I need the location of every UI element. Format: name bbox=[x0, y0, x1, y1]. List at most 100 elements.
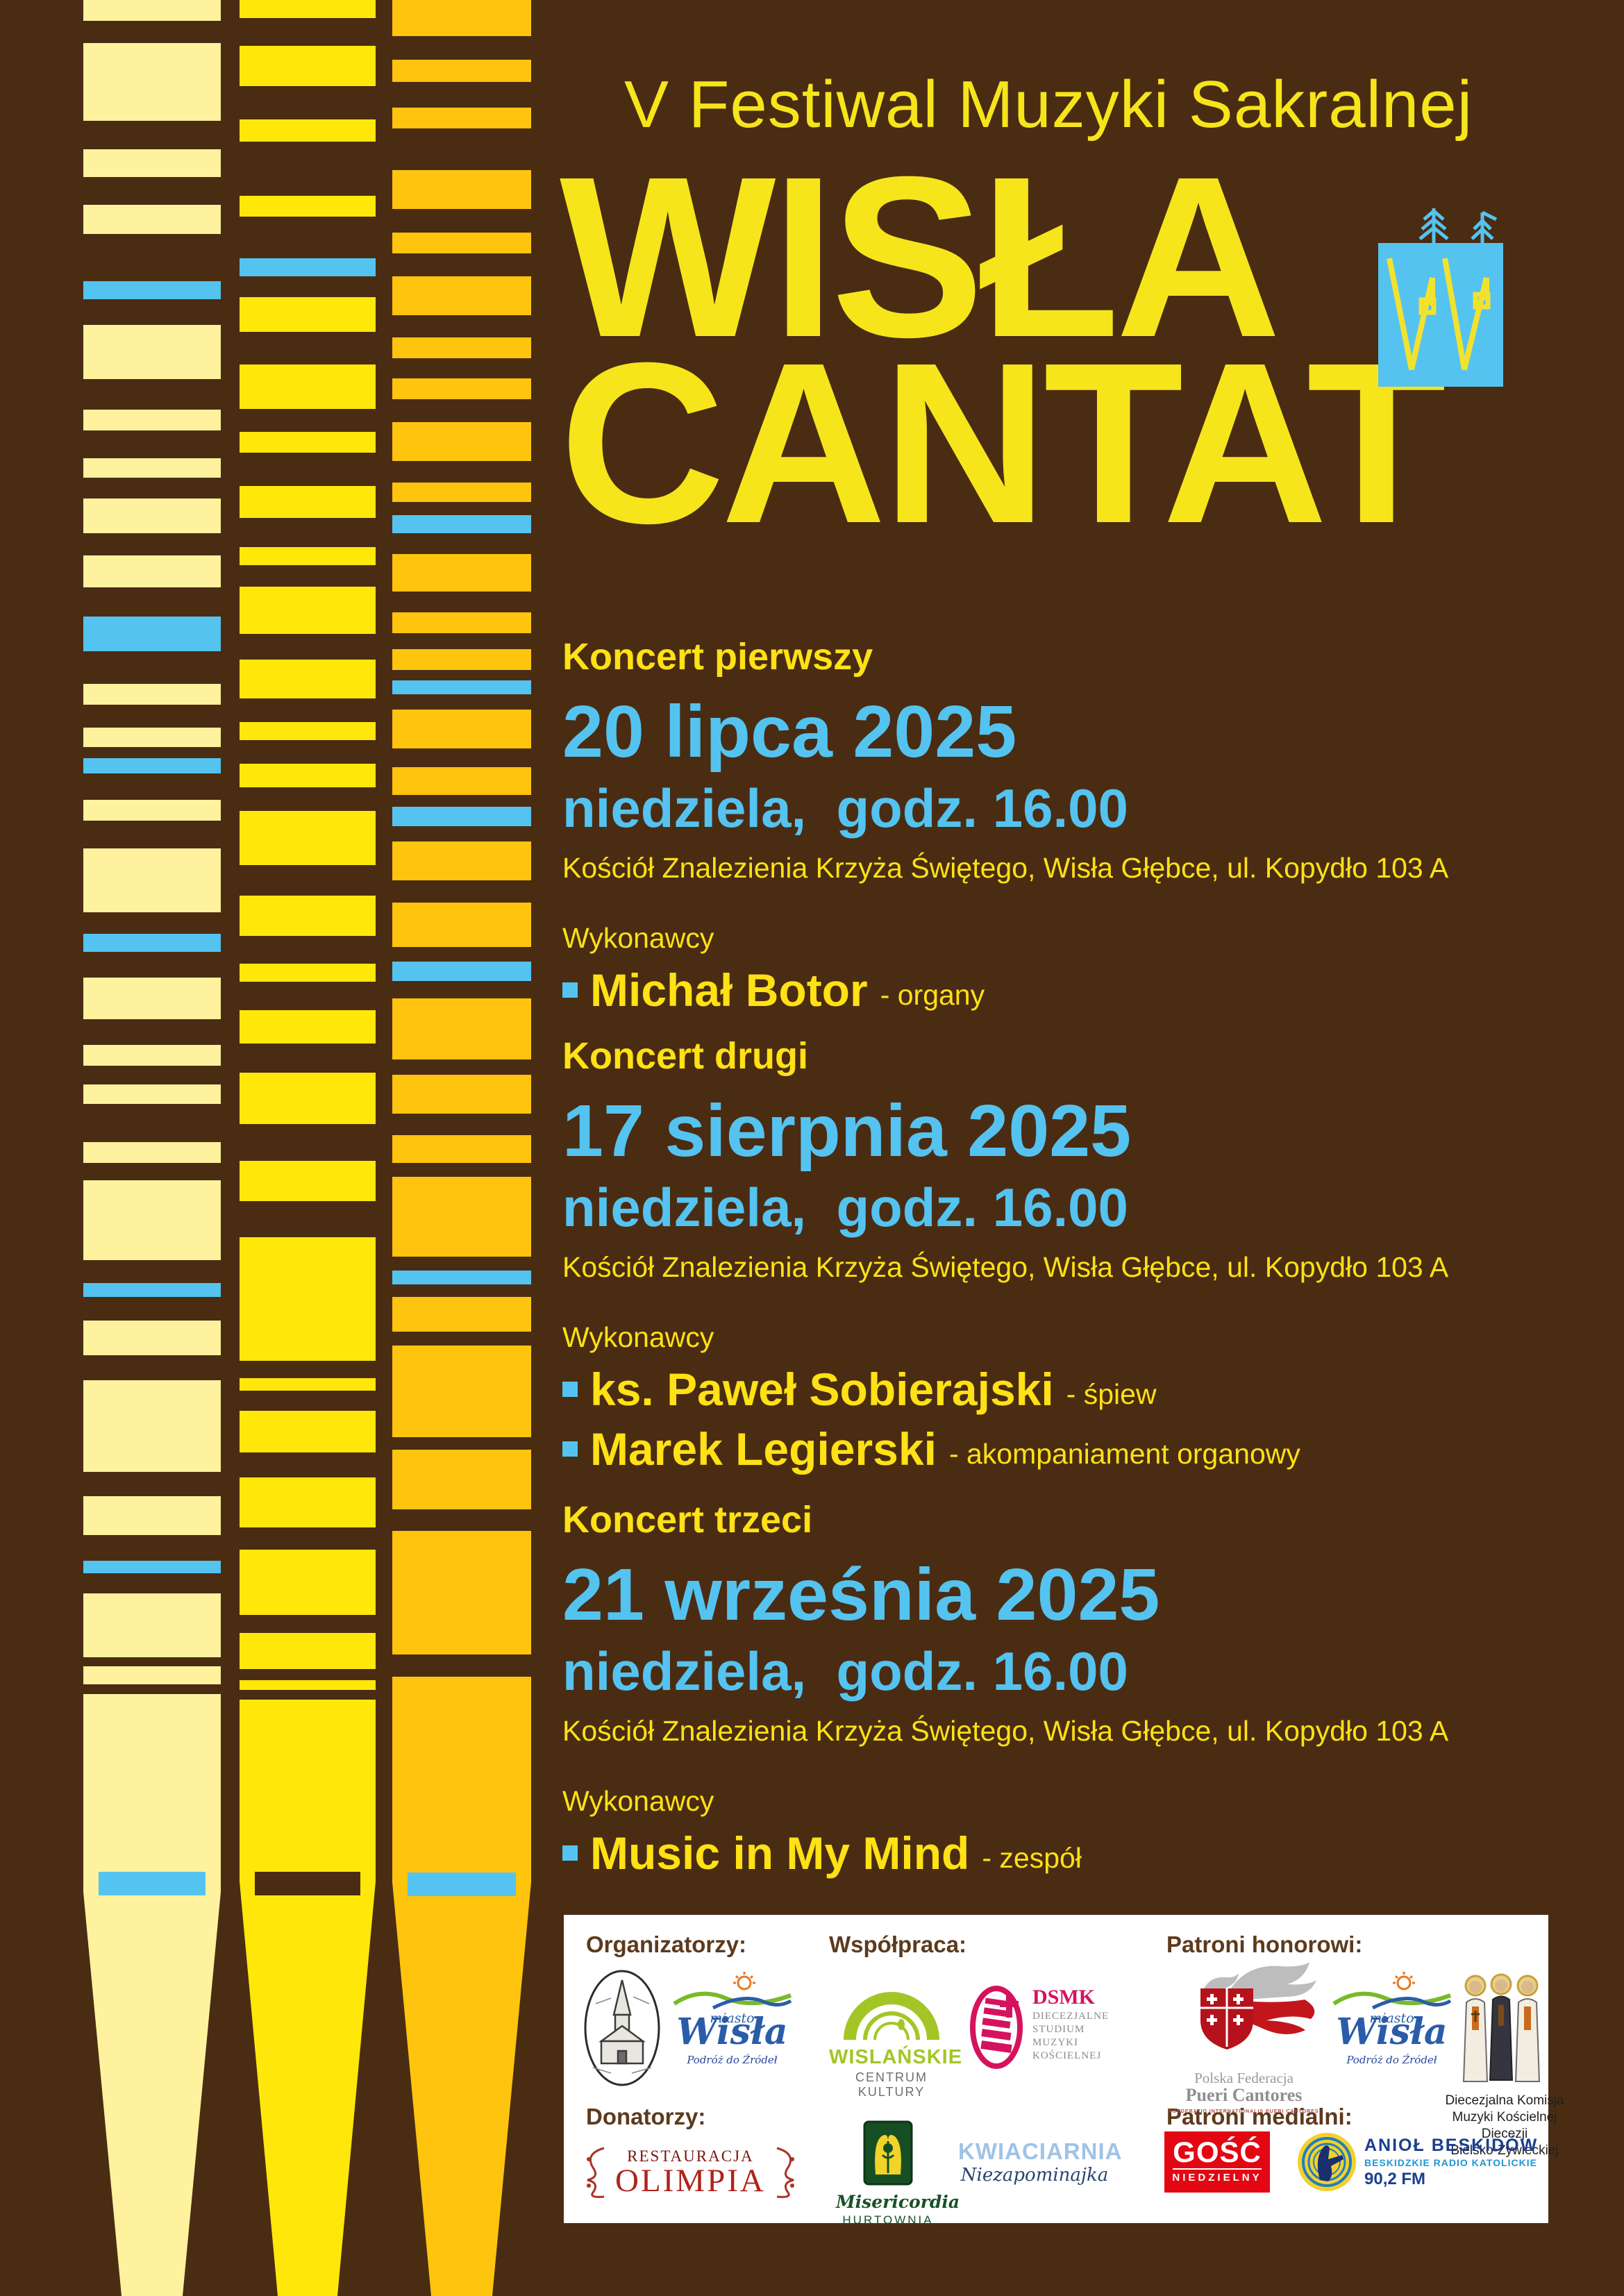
concert-date: 20 lipca 2025 bbox=[562, 691, 1017, 773]
decor-bar bbox=[83, 498, 221, 533]
decor-bar bbox=[240, 896, 376, 936]
olimpia-logo: RESTAURACJA OLIMPIA bbox=[579, 2144, 802, 2199]
dsmk-line3-text: MUZYKI bbox=[1032, 2037, 1078, 2048]
miasto-wisla-logo: miasto Wisła Podróż do Źródeł bbox=[671, 1972, 793, 2066]
pueri-line3-text: FOEDERATIO INTERNATIONALIS PUERI CANTORE… bbox=[1169, 2109, 1319, 2114]
decor-bar bbox=[83, 1593, 221, 1657]
komisja-line3: Diecezji bbox=[1481, 2127, 1528, 2141]
decor-bar bbox=[83, 281, 221, 299]
decor-bar bbox=[240, 1477, 376, 1527]
decor-bar bbox=[83, 728, 221, 747]
decor-bar bbox=[240, 1550, 376, 1615]
concert-daytime: niedziela, godz. 16.00 bbox=[562, 1177, 1128, 1238]
komisja-line1: Diecezjalna Komisja bbox=[1445, 2093, 1564, 2108]
pipe-band bbox=[408, 1872, 516, 1896]
media-label: Patroni medialni: bbox=[1166, 2104, 1353, 2129]
decor-bar bbox=[240, 811, 376, 865]
cooperation-label: Współpraca: bbox=[829, 1932, 967, 1957]
performer-row: Music in My Mind - zespół bbox=[562, 1830, 1597, 1876]
decor-bar bbox=[392, 1177, 531, 1257]
wck-name-text: WISLAŃSKIE bbox=[829, 2046, 963, 2068]
decor-bar bbox=[240, 0, 376, 18]
aniol-beskidow-icon bbox=[1298, 2133, 1356, 2191]
decor-bar bbox=[240, 46, 376, 86]
gosc-sub-text: NIEDZIELNY bbox=[1172, 2172, 1262, 2184]
decor-bar bbox=[392, 710, 531, 748]
decor-bar bbox=[392, 483, 531, 502]
decor-bar bbox=[240, 1378, 376, 1391]
misericordia-logo: Misericordia HURTOWNIA bbox=[836, 2120, 960, 2227]
decor-bar bbox=[240, 364, 376, 409]
decor-bar bbox=[240, 1073, 376, 1124]
concert-label: Koncert pierwszy bbox=[562, 636, 873, 678]
decor-bar bbox=[240, 297, 376, 332]
performer-row: Marek Legierski - akompaniament organowy bbox=[562, 1426, 1597, 1472]
bullet-icon bbox=[562, 1382, 578, 1397]
pipe-band bbox=[255, 1872, 360, 1895]
kwiaciarnia-sub-text: Niezapominajka bbox=[960, 2165, 1109, 2186]
organ-pipe bbox=[83, 1694, 221, 2296]
decor-bar bbox=[392, 60, 531, 82]
concert-section-1: Koncert pierwszy 20 lipca 2025 niedziela… bbox=[562, 635, 1597, 1027]
decor-bar bbox=[240, 1010, 376, 1044]
decor-bar bbox=[392, 998, 531, 1059]
decor-bar bbox=[392, 515, 531, 533]
decor-bar bbox=[83, 758, 221, 773]
wck-logo: WISLAŃSKIE CENTRUM KULTURY bbox=[829, 1981, 963, 2100]
saints-image bbox=[1458, 1970, 1545, 2090]
decor-bar bbox=[392, 962, 531, 981]
poster-title: WISŁA CANTAT bbox=[560, 142, 1446, 558]
performer-row: Michał Botor - organy bbox=[562, 967, 1597, 1013]
decor-bar bbox=[392, 1297, 531, 1332]
bullet-icon bbox=[562, 1441, 578, 1457]
performer-name: ks. Paweł Sobierajski bbox=[590, 1364, 1054, 1415]
decor-bar bbox=[83, 0, 221, 21]
decor-bar bbox=[83, 684, 221, 705]
decor-bar bbox=[83, 1180, 221, 1260]
decor-bar bbox=[240, 660, 376, 698]
decor-bar bbox=[392, 1135, 531, 1163]
wisla-sun-hills-icon bbox=[673, 1972, 792, 2010]
concert-venue: Kościół Znalezienia Krzyża Świętego, Wis… bbox=[562, 852, 1449, 884]
decor-bar bbox=[392, 841, 531, 880]
decor-bar bbox=[83, 325, 221, 379]
concert-daytime: niedziela, godz. 16.00 bbox=[562, 1641, 1128, 1702]
komisja-line4: Bielsko-Żywieckiej bbox=[1450, 2143, 1559, 2158]
decor-bar bbox=[392, 108, 531, 128]
kwiaciarnia-name-text: KWIACIARNIA bbox=[958, 2138, 1123, 2164]
church-icon bbox=[584, 1970, 660, 2086]
wisla-tagline-text: Podróż do Źródeł bbox=[687, 2054, 778, 2066]
honorary-label: Patroni honorowi: bbox=[1166, 1932, 1363, 1957]
decor-bar bbox=[392, 378, 531, 399]
dsmk-logo: DSMK DIECEZJALNE STUDIUM MUZYKI KOŚCIELN… bbox=[970, 1986, 1109, 2069]
decor-bar bbox=[392, 1075, 531, 1114]
concert-label: Koncert trzeci bbox=[562, 1499, 813, 1541]
decor-bar bbox=[83, 978, 221, 1019]
wck-subtitle-text: CENTRUM KULTURY bbox=[855, 2070, 928, 2099]
decor-bar bbox=[240, 1680, 376, 1690]
concert-date: 17 sierpnia 2025 bbox=[562, 1090, 1132, 1172]
decor-bar bbox=[392, 612, 531, 633]
aniol-sub-text: BESKIDZKIE RADIO KATOLICKIE bbox=[1364, 2156, 1537, 2168]
performer-name: Music in My Mind bbox=[590, 1827, 970, 1879]
decor-bar bbox=[240, 587, 376, 634]
bullet-icon bbox=[562, 982, 578, 998]
decor-bar bbox=[392, 0, 531, 36]
three-saints-icon bbox=[1462, 1973, 1541, 2082]
decor-bar bbox=[392, 680, 531, 694]
organ-pipe bbox=[240, 1700, 376, 2296]
kwiaciarnia-logo: KWIACIARNIA Niezapominajka bbox=[958, 2138, 1123, 2186]
decor-bar bbox=[240, 1237, 376, 1361]
decor-bar bbox=[240, 119, 376, 142]
gosc-divider bbox=[1173, 2168, 1262, 2170]
decor-bar bbox=[240, 258, 376, 276]
decor-bar bbox=[392, 1450, 531, 1509]
decor-bar bbox=[240, 1633, 376, 1669]
decor-bar bbox=[83, 1142, 221, 1163]
decor-bar bbox=[83, 1283, 221, 1297]
decor-bar bbox=[83, 1045, 221, 1066]
performer-role: - zespół bbox=[982, 1841, 1082, 1874]
misericordia-name-text: Misericordia bbox=[836, 2192, 960, 2212]
decor-bar bbox=[392, 807, 531, 826]
pueri-line1-text: Polska Federacja bbox=[1194, 2070, 1294, 2086]
